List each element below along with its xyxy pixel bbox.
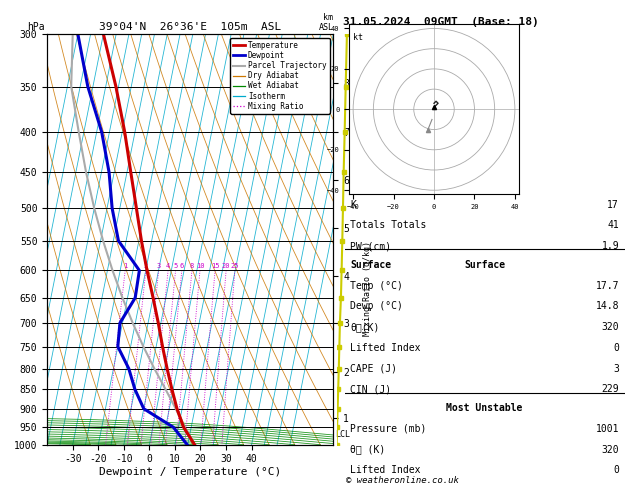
- Text: K: K: [350, 200, 356, 209]
- Text: 1: 1: [123, 263, 127, 269]
- Text: 20: 20: [222, 263, 230, 269]
- Title: 39°04'N  26°36'E  105m  ASL: 39°04'N 26°36'E 105m ASL: [99, 22, 281, 32]
- Text: 2: 2: [144, 263, 148, 269]
- Text: hPa: hPa: [27, 22, 45, 32]
- Text: 4: 4: [166, 263, 170, 269]
- Text: 15: 15: [211, 263, 220, 269]
- Text: 6: 6: [180, 263, 184, 269]
- Text: θᴇ(K): θᴇ(K): [350, 322, 380, 332]
- Text: Dewp (°C): Dewp (°C): [350, 301, 403, 312]
- Text: 41: 41: [607, 221, 619, 230]
- Text: Lifted Index: Lifted Index: [350, 465, 421, 475]
- Text: Surface: Surface: [464, 260, 505, 270]
- Text: 320: 320: [601, 445, 619, 454]
- Text: 17.7: 17.7: [596, 280, 619, 291]
- Text: 320: 320: [601, 322, 619, 332]
- Text: Most Unstable: Most Unstable: [447, 403, 523, 413]
- Text: 31.05.2024  09GMT  (Base: 18): 31.05.2024 09GMT (Base: 18): [343, 17, 538, 27]
- Text: 5: 5: [174, 263, 178, 269]
- X-axis label: Dewpoint / Temperature (°C): Dewpoint / Temperature (°C): [99, 467, 281, 477]
- Text: 229: 229: [601, 384, 619, 395]
- Text: Totals Totals: Totals Totals: [350, 221, 426, 230]
- Text: 25: 25: [231, 263, 239, 269]
- Text: Pressure (mb): Pressure (mb): [350, 424, 426, 434]
- Legend: Temperature, Dewpoint, Parcel Trajectory, Dry Adiabat, Wet Adiabat, Isotherm, Mi: Temperature, Dewpoint, Parcel Trajectory…: [230, 38, 330, 114]
- Text: Mixing Ratio (g/kg): Mixing Ratio (g/kg): [363, 241, 372, 336]
- Text: 14.8: 14.8: [596, 301, 619, 312]
- Text: © weatheronline.co.uk: © weatheronline.co.uk: [346, 475, 459, 485]
- Text: CAPE (J): CAPE (J): [350, 364, 398, 374]
- Text: θᴇ (K): θᴇ (K): [350, 445, 386, 454]
- Text: LCL: LCL: [335, 430, 350, 439]
- Text: PW (cm): PW (cm): [350, 241, 391, 251]
- Text: CIN (J): CIN (J): [350, 384, 391, 395]
- Text: km
ASL: km ASL: [318, 13, 333, 32]
- Text: Temp (°C): Temp (°C): [350, 280, 403, 291]
- Text: 0: 0: [613, 465, 619, 475]
- Text: Lifted Index: Lifted Index: [350, 343, 421, 353]
- Text: kt: kt: [353, 33, 363, 41]
- Text: 10: 10: [196, 263, 204, 269]
- Text: 1001: 1001: [596, 424, 619, 434]
- Text: 3: 3: [613, 364, 619, 374]
- Text: 0: 0: [613, 343, 619, 353]
- Text: Surface: Surface: [350, 260, 391, 270]
- Text: 8: 8: [190, 263, 194, 269]
- Text: 17: 17: [607, 200, 619, 209]
- Text: 1.9: 1.9: [601, 241, 619, 251]
- Text: 3: 3: [157, 263, 161, 269]
